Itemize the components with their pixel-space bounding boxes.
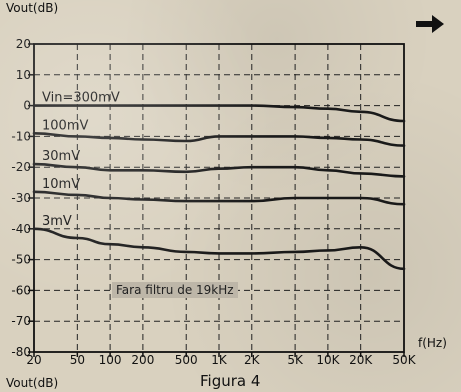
series-label-3: 10mV <box>42 177 80 192</box>
series-label-2: 30mV <box>42 149 80 164</box>
series-line-4 <box>32 227 406 271</box>
series-line-1 <box>32 132 406 147</box>
series <box>32 104 406 271</box>
arrow-right-icon <box>416 15 444 33</box>
y-axis-title-bottom: Vout(dB) <box>6 376 59 390</box>
axes <box>28 43 405 357</box>
series-label-1: 100mV <box>42 118 88 133</box>
x-tick-label: 50 <box>70 353 85 367</box>
x-tick-label: 20K <box>349 353 373 367</box>
series-line-3 <box>32 190 406 206</box>
y-tick-label: 10 <box>16 68 31 82</box>
y-tick-label: -40 <box>11 222 31 236</box>
x-tick-label: 200 <box>131 353 154 367</box>
x-tick-label: 500 <box>175 353 198 367</box>
x-tick-label: 50K <box>392 353 416 367</box>
x-tick-label: 20 <box>26 353 41 367</box>
annotation: Fara filtru de 19kHz <box>112 282 238 298</box>
series-line-0 <box>32 104 406 123</box>
y-tick-label: -10 <box>11 129 31 143</box>
y-tick-label: 20 <box>16 37 31 51</box>
series-label-4: 3mV <box>42 214 72 229</box>
x-axis-unit: f(Hz) <box>418 336 447 350</box>
series-line-2 <box>32 162 406 178</box>
y-tick-label: -70 <box>11 314 31 328</box>
y-tick-label: -50 <box>11 253 31 267</box>
y-tick-label: -80 <box>11 345 31 359</box>
x-tick-label: 1K <box>211 353 228 367</box>
plot-frame <box>33 43 405 353</box>
x-tick-label: 2K <box>244 353 261 367</box>
figure-caption: Figura 4 <box>200 372 261 390</box>
y-tick-label: -60 <box>11 283 31 297</box>
x-tick-label: 100 <box>99 353 122 367</box>
series-label-0: Vin=300mV <box>42 91 120 106</box>
y-tick-label: -30 <box>11 191 31 205</box>
y-tick-label: 0 <box>23 99 31 113</box>
y-tick-label: -20 <box>11 160 31 174</box>
x-tick-label: 10K <box>316 353 340 367</box>
y-axis-title-top: Vout(dB) <box>6 1 59 15</box>
x-tick-label: 5K <box>287 353 304 367</box>
